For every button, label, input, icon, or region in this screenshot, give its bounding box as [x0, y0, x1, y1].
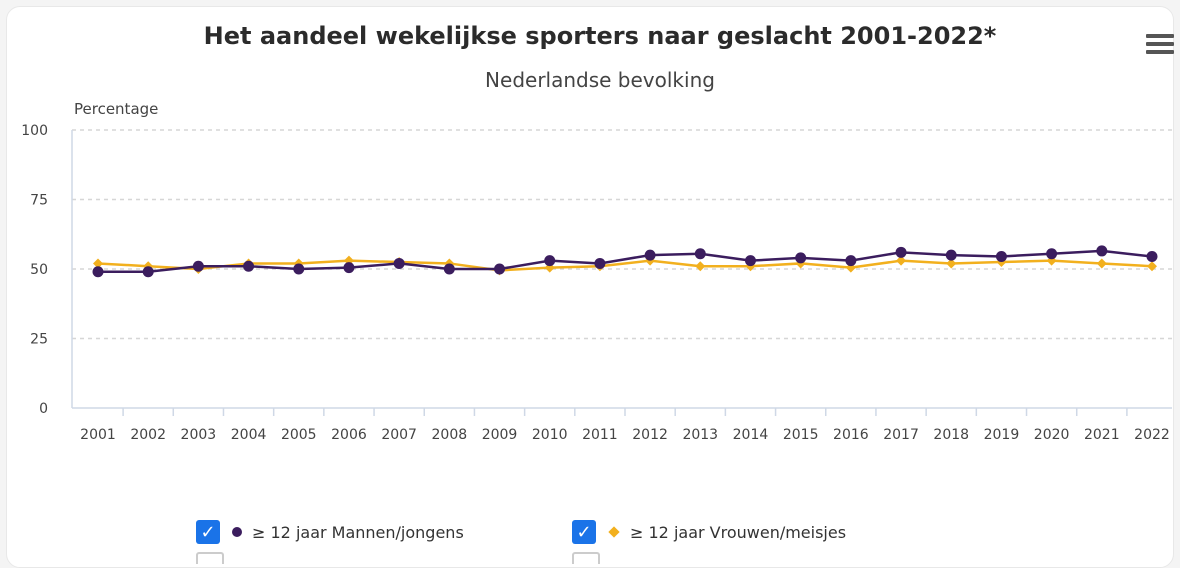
chart-subtitle: Nederlandse bevolking [485, 68, 715, 92]
data-point-men[interactable] [1146, 250, 1158, 262]
chart-card [6, 6, 1174, 568]
data-point-men[interactable] [443, 263, 455, 275]
data-point-men[interactable] [845, 255, 857, 267]
x-tick-label: 2012 [632, 427, 668, 443]
x-tick-label: 2006 [331, 427, 367, 443]
legend-item-men[interactable]: ✓ ≥ 12 jaar Mannen/jongens [196, 520, 464, 544]
data-point-men[interactable] [293, 263, 305, 275]
data-point-men[interactable] [644, 249, 656, 261]
data-point-men[interactable] [1046, 248, 1058, 260]
data-point-men[interactable] [192, 260, 204, 272]
series-line [98, 249, 1153, 274]
data-point-women[interactable] [695, 261, 706, 272]
y-tick-label: 100 [21, 123, 48, 139]
x-tick-label: 2008 [432, 427, 468, 443]
data-point-men[interactable] [544, 255, 556, 267]
legend-label-men: ≥ 12 jaar Mannen/jongens [252, 522, 464, 542]
line-chart: 0 25 50 75 100 2001 2002 2003 2004 2005 2006 2007 20… [21, 100, 1172, 443]
y-tick-label: 0 [39, 401, 48, 417]
series-lines [92, 245, 1158, 278]
chart-title: Het aandeel wekelijkse sporters naar ges… [203, 22, 997, 50]
x-tick-label: 2019 [984, 427, 1020, 443]
x-tick-label: 2015 [783, 427, 819, 443]
x-tick-label: 2022 [1134, 427, 1170, 443]
y-tick-label: 25 [30, 332, 48, 348]
menu-bar [1146, 50, 1174, 54]
data-point-men[interactable] [1096, 245, 1108, 257]
data-point-men[interactable] [393, 257, 405, 269]
diamond-marker-icon [608, 526, 620, 538]
data-point-men[interactable] [243, 260, 255, 272]
legend-checkbox-partial[interactable] [572, 552, 600, 564]
x-tick-label: 2016 [833, 427, 869, 443]
data-point-men[interactable] [343, 262, 355, 274]
x-tick-label: 2018 [933, 427, 969, 443]
x-tick-label: 2017 [883, 427, 919, 443]
y-tick-label: 50 [30, 262, 48, 278]
data-point-men[interactable] [142, 266, 154, 278]
data-point-men[interactable] [594, 257, 606, 269]
x-tick-label: 2007 [381, 427, 417, 443]
legend-checkbox-partial[interactable] [196, 552, 224, 564]
x-tick-label: 2010 [532, 427, 568, 443]
data-point-women[interactable] [946, 258, 957, 269]
checkbox-checked-icon[interactable]: ✓ [196, 520, 220, 544]
series-line [97, 259, 1153, 272]
y-tick-label: 75 [30, 193, 48, 209]
hamburger-menu-icon[interactable] [1146, 34, 1174, 56]
x-tick-label: 2002 [130, 427, 166, 443]
x-tick-label: 2011 [582, 427, 618, 443]
grid-lines [72, 129, 1172, 340]
data-point-women[interactable] [1096, 258, 1107, 269]
data-point-men[interactable] [494, 263, 506, 275]
menu-bar [1146, 34, 1174, 38]
x-tick-label: 2021 [1084, 427, 1120, 443]
checkbox-checked-icon[interactable]: ✓ [572, 520, 596, 544]
x-tick-label: 2020 [1034, 427, 1070, 443]
axes: 0 25 50 75 100 2001 2002 2003 2004 2005 2006 2007 20… [21, 123, 1172, 443]
data-point-women[interactable] [896, 255, 907, 266]
data-point-men[interactable] [795, 252, 807, 264]
circle-marker-icon [232, 527, 242, 537]
data-point-men[interactable] [92, 266, 104, 278]
x-tick-label: 2013 [682, 427, 718, 443]
data-point-men[interactable] [694, 248, 706, 260]
data-point-men[interactable] [744, 255, 756, 267]
data-point-men[interactable] [995, 250, 1007, 262]
legend-item-women[interactable]: ✓ ≥ 12 jaar Vrouwen/meisjes [572, 520, 846, 544]
y-axis-label: Percentage [74, 100, 158, 118]
menu-bar [1146, 42, 1174, 46]
chart-legend: ✓ ≥ 12 jaar Mannen/jongens ✓ ≥ 12 jaar V… [0, 520, 1180, 558]
x-tick-label: 2004 [231, 427, 267, 443]
data-point-men[interactable] [895, 246, 907, 258]
legend-label-women: ≥ 12 jaar Vrouwen/meisjes [630, 522, 847, 542]
data-point-women[interactable] [1147, 261, 1157, 272]
x-tick-label: 2001 [80, 427, 116, 443]
data-point-men[interactable] [945, 249, 957, 261]
x-tick-label: 2009 [482, 427, 518, 443]
data-point-women[interactable] [93, 258, 103, 269]
x-tick-label: 2014 [733, 427, 769, 443]
x-tick-label: 2003 [181, 427, 217, 443]
x-tick-label: 2005 [281, 427, 317, 443]
